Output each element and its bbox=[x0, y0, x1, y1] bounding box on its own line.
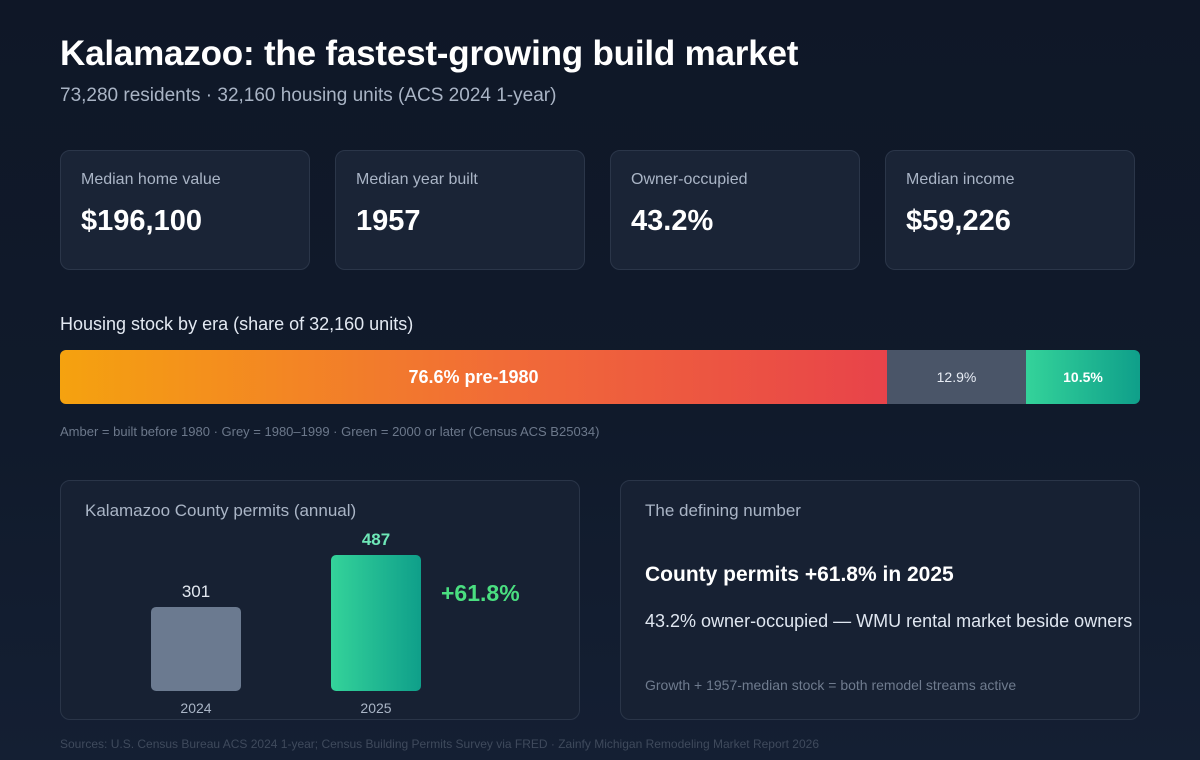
stat-value: $59,226 bbox=[906, 205, 1011, 237]
era-segment-2000-later: 10.5% bbox=[1026, 350, 1140, 404]
defining-note: Growth + 1957-median stock = both remode… bbox=[645, 677, 1017, 693]
defining-panel-title: The defining number bbox=[645, 501, 801, 520]
stat-label: Median home value bbox=[81, 171, 221, 188]
defining-number-panel: The defining number County permits +61.8… bbox=[620, 480, 1140, 720]
stat-card-median-income: Median income $59,226 bbox=[885, 150, 1135, 270]
sources-footnote: Sources: U.S. Census Bureau ACS 2024 1-y… bbox=[60, 737, 820, 751]
stat-label: Median income bbox=[906, 171, 1015, 188]
era-segment-pre-1980: 76.6% pre-1980 bbox=[60, 350, 887, 404]
bar-value-label-2025: 487 bbox=[362, 530, 390, 549]
stat-card-year-built: Median year built 1957 bbox=[335, 150, 585, 270]
growth-annotation: +61.8% bbox=[441, 580, 520, 606]
defining-headline: County permits +61.8% in 2025 bbox=[645, 563, 954, 586]
stat-value: $196,100 bbox=[81, 205, 202, 237]
stat-value: 1957 bbox=[356, 205, 421, 237]
x-tick-label-2024: 2024 bbox=[180, 700, 211, 716]
stat-value: 43.2% bbox=[631, 205, 714, 237]
x-tick-label-2025: 2025 bbox=[360, 700, 391, 716]
page-subtitle: 73,280 residents · 32,160 housing units … bbox=[60, 85, 557, 106]
stat-label: Median year built bbox=[356, 171, 478, 188]
era-chart-title: Housing stock by era (share of 32,160 un… bbox=[60, 314, 414, 334]
permits-panel: Kalamazoo County permits (annual) 301 202… bbox=[60, 480, 580, 720]
era-stacked-bar: 76.6% pre-1980 12.9% 10.5% bbox=[60, 350, 1140, 404]
stat-label: Owner-occupied bbox=[631, 171, 748, 188]
era-segment-1980-1999: 12.9% bbox=[887, 350, 1026, 404]
defining-body: 43.2% owner-occupied — WMU rental market… bbox=[645, 611, 1133, 631]
stat-card-owner-occupied: Owner-occupied 43.2% bbox=[610, 150, 860, 270]
bar-2024 bbox=[151, 606, 241, 691]
page-title: Kalamazoo: the fastest-growing build mar… bbox=[60, 34, 799, 73]
bar-2025 bbox=[331, 555, 421, 691]
permits-bar-chart: 301 2024 487 2025 +61.8% bbox=[151, 530, 520, 716]
era-caption: Amber = built before 1980 · Grey = 1980–… bbox=[60, 424, 600, 439]
permits-panel-title: Kalamazoo County permits (annual) bbox=[85, 501, 357, 520]
bar-value-label-2024: 301 bbox=[182, 582, 210, 601]
stat-card-home-value: Median home value $196,100 bbox=[60, 150, 310, 270]
